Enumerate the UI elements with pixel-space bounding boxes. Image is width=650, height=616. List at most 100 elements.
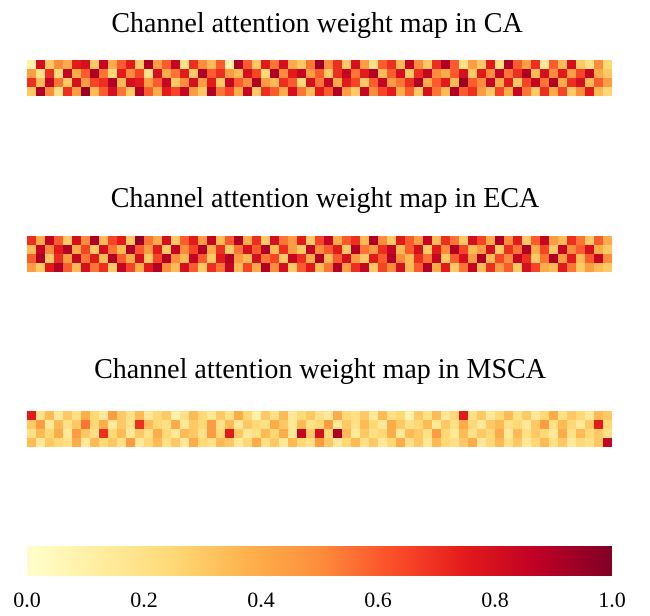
heatmap-cell (387, 78, 397, 88)
heatmap-cell (270, 254, 280, 264)
heatmap-cell (171, 69, 181, 79)
heatmap-cell (279, 411, 289, 421)
heatmap-cell (198, 87, 208, 96)
heatmap-cell (396, 411, 406, 421)
heatmap-cell (288, 411, 298, 421)
heatmap-cell (135, 254, 145, 264)
heatmap-cell (351, 420, 361, 430)
heatmap-cell (198, 438, 208, 447)
heatmap-cell (216, 245, 226, 255)
heatmap-cell (486, 420, 496, 430)
heatmap-cell (234, 254, 244, 264)
heatmap-cell (378, 245, 388, 255)
heatmap-cell (441, 411, 451, 421)
heatmap-cell (396, 87, 406, 96)
heatmap-cell (351, 236, 361, 246)
heatmap-cell (162, 429, 172, 439)
heatmap-cell (189, 87, 199, 96)
heatmap-cell (477, 78, 487, 88)
heatmap-cell (234, 438, 244, 447)
heatmap-cell (297, 420, 307, 430)
heatmap-cell (297, 87, 307, 96)
heatmap-cell (81, 420, 91, 430)
heatmap-cell (594, 254, 604, 264)
heatmap-cell (351, 245, 361, 255)
heatmap-cell (396, 78, 406, 88)
heatmap-cell (351, 263, 361, 272)
heatmap-cell (405, 411, 415, 421)
heatmap-cell (108, 69, 118, 79)
heatmap-cell (459, 254, 469, 264)
heatmap-cell (324, 60, 334, 70)
heatmap-cell (450, 420, 460, 430)
heatmap-cell (189, 254, 199, 264)
heatmap-cell (324, 78, 334, 88)
heatmap-cell (108, 420, 118, 430)
heatmap-cell (522, 263, 532, 272)
heatmap-cell (387, 245, 397, 255)
heatmap-cell (585, 69, 595, 79)
heatmap-cell (135, 236, 145, 246)
heatmap-cell (36, 87, 46, 96)
heatmap-cell (270, 236, 280, 246)
heatmap-cell (153, 263, 163, 272)
heatmap-cell (432, 60, 442, 70)
heatmap-cell (27, 245, 37, 255)
heatmap-cell (63, 263, 73, 272)
heatmap-cell (162, 69, 172, 79)
heatmap-cell (171, 429, 181, 439)
heatmap-cell (504, 429, 514, 439)
heatmap-cell (252, 254, 262, 264)
heatmap-cell (324, 411, 334, 421)
heatmap-cell (378, 420, 388, 430)
heatmap-cell (522, 411, 532, 421)
heatmap-cell (45, 429, 55, 439)
heatmap-cell (594, 429, 604, 439)
heatmap-cell (90, 263, 100, 272)
heatmap-cell (36, 438, 46, 447)
heatmap-cell (117, 263, 127, 272)
heatmap-cell (396, 236, 406, 246)
heatmap-cell (144, 263, 154, 272)
heatmap-cell (225, 236, 235, 246)
heatmap-cell (531, 411, 541, 421)
heatmap-cell (225, 263, 235, 272)
heatmap-cell (585, 438, 595, 447)
heatmap-cell (117, 236, 127, 246)
heatmap-cell (405, 429, 415, 439)
heatmap-cell (225, 87, 235, 96)
heatmap-cell (270, 438, 280, 447)
heatmap-cell (153, 60, 163, 70)
heatmap-cell (27, 236, 37, 246)
heatmap-cell (207, 87, 217, 96)
heatmap-cell (522, 60, 532, 70)
heatmap-cell (423, 245, 433, 255)
heatmap-cell (486, 263, 496, 272)
heatmap-cell (468, 236, 478, 246)
heatmap-cell (342, 254, 352, 264)
heatmap-cell (261, 429, 271, 439)
heatmap-cell (504, 245, 514, 255)
heatmap-cell (81, 254, 91, 264)
heatmap-cell (495, 429, 505, 439)
heatmap-cell (513, 438, 523, 447)
heatmap-cell (504, 60, 514, 70)
heatmap-cell (504, 69, 514, 79)
heatmap-cell (144, 236, 154, 246)
heatmap-cell (153, 420, 163, 430)
heatmap-cell (558, 411, 568, 421)
heatmap-cell (405, 420, 415, 430)
heatmap-cell (342, 420, 352, 430)
heatmap-cell (603, 420, 612, 430)
heatmap-cell (351, 411, 361, 421)
heatmap-cell (495, 78, 505, 88)
heatmap-cell (270, 429, 280, 439)
heatmap-cell (198, 420, 208, 430)
heatmap-cell (369, 245, 379, 255)
heatmap-cell (279, 87, 289, 96)
heatmap-cell (234, 245, 244, 255)
heatmap-cell (108, 411, 118, 421)
heatmap-cell (549, 78, 559, 88)
heatmap-cell (108, 60, 118, 70)
heatmap-cell (594, 411, 604, 421)
